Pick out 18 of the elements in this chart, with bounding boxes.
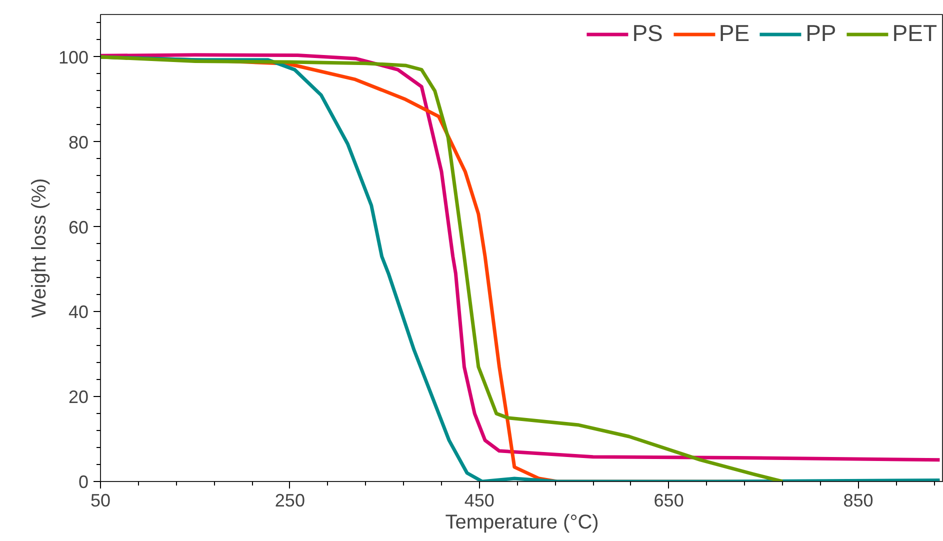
- legend-label: PET: [892, 20, 937, 47]
- x-tick-label: 250: [274, 490, 305, 510]
- y-tick-label: 60: [68, 217, 89, 238]
- x-tick-label: 450: [464, 490, 494, 510]
- y-tick-label: 20: [68, 387, 89, 408]
- x-tick-label: 50: [90, 490, 111, 510]
- y-axis-title: Weight loss (%): [28, 178, 50, 318]
- line-series: [100, 55, 784, 482]
- y-tick-label: 0: [78, 472, 89, 492]
- x-tick-label: 650: [654, 490, 684, 510]
- y-tick-label: 80: [68, 132, 89, 152]
- legend-label: PS: [632, 20, 663, 47]
- legend-label: PE: [718, 20, 750, 47]
- legend-label: PP: [806, 20, 836, 47]
- x-tick-label: 850: [843, 490, 874, 510]
- y-tick-label: 40: [68, 302, 89, 322]
- x-axis-title: Temperature (°C): [445, 512, 599, 534]
- y-tick-label: 100: [58, 47, 89, 68]
